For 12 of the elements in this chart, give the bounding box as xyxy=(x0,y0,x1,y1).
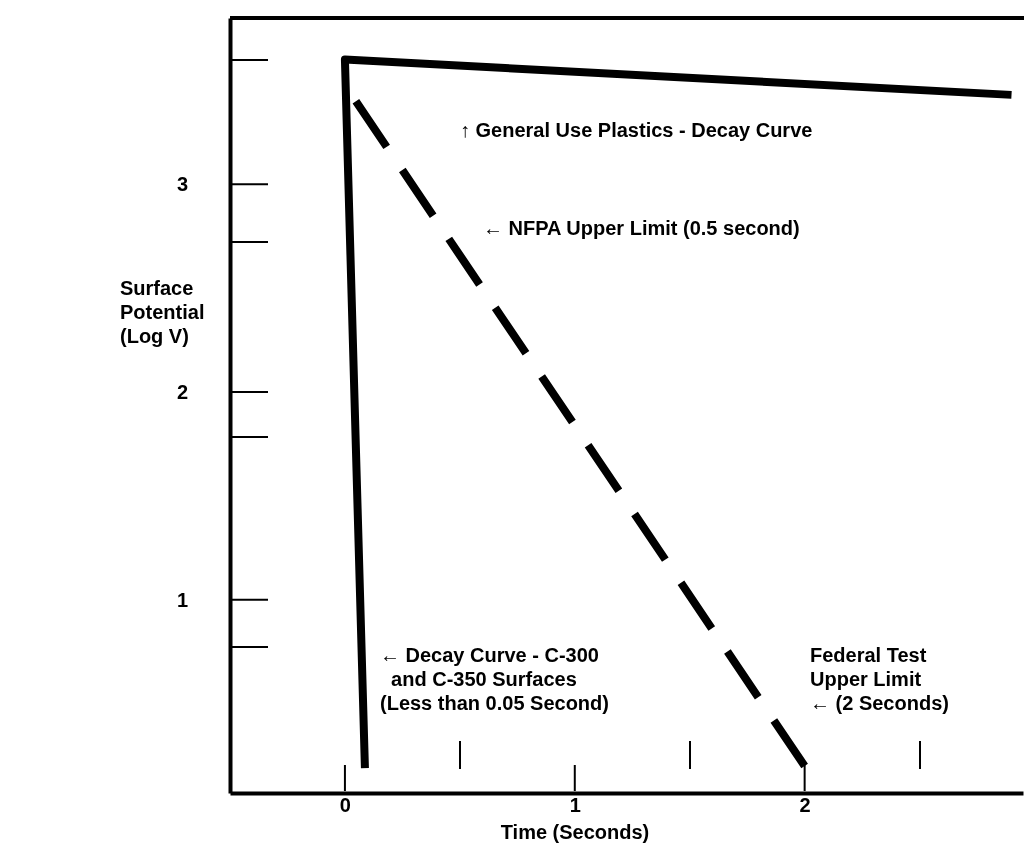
y-tick-label: 2 xyxy=(176,380,188,403)
annotation: ← Decay Curve - C-300 and C-350 Surfaces (Less than 0.05 Second) xyxy=(380,644,609,714)
x-tick-label: 0 xyxy=(339,794,351,817)
annotation: Federal Test Upper Limit ← (2 Seconds) xyxy=(810,644,949,714)
x-axis-title: Time (Seconds) xyxy=(500,821,650,843)
y-axis-title: Surface Potential (Log V) xyxy=(120,277,205,347)
y-tick-label: 3 xyxy=(176,173,188,196)
x-tick-label: 2 xyxy=(799,794,811,817)
annotation: ↑ General Use Plastics - Decay Curve xyxy=(460,119,813,141)
x-tick-label: 1 xyxy=(569,794,581,817)
y-tick-label: 1 xyxy=(176,588,188,611)
annotation: ← NFPA Upper Limit (0.5 second) xyxy=(483,217,800,239)
